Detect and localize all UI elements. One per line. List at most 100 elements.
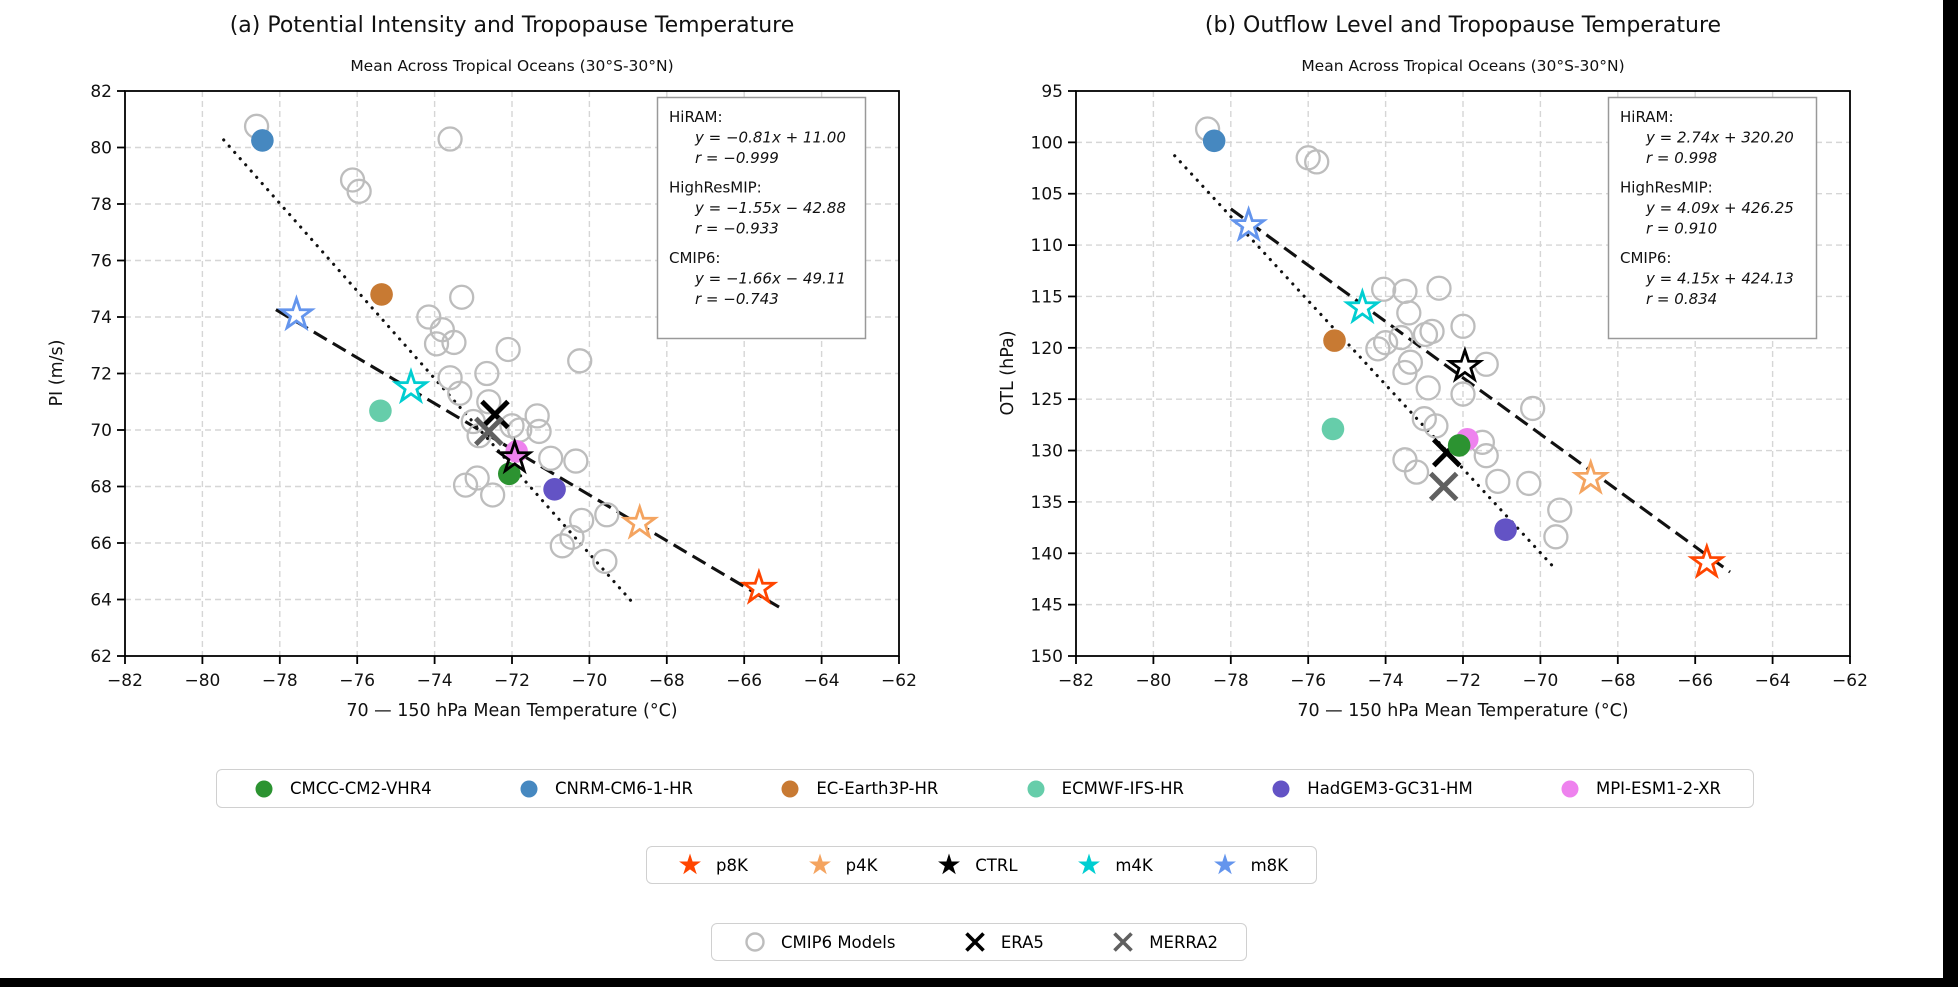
y-tick-label: 150 bbox=[1031, 647, 1063, 667]
stats-fit-r: r = 0.910 bbox=[1646, 220, 1717, 238]
y-tick-label: 130 bbox=[1031, 442, 1063, 462]
star-filled-icon bbox=[1213, 853, 1236, 875]
experiment-star-m8K bbox=[276, 294, 316, 332]
x-tick-label: −82 bbox=[107, 671, 143, 691]
circle-filled-icon bbox=[1561, 780, 1579, 797]
cmip6-model-point bbox=[1473, 443, 1499, 469]
legend-item-era5: ERA5 bbox=[960, 929, 1044, 955]
model-point-CNRM-CM6-1-HR bbox=[1202, 129, 1226, 153]
cmip6-model-point bbox=[1415, 375, 1441, 401]
cmip6-model-point bbox=[474, 360, 500, 387]
panel-a-xaxis-label: 70 — 150 hPa Mean Temperature (°C) bbox=[346, 701, 677, 721]
cmip6-model-point bbox=[1426, 275, 1452, 301]
experiment-star-CTRL bbox=[1445, 345, 1485, 383]
stats-fit-name: HighResMIP: bbox=[669, 179, 762, 197]
legend-item-cmcc-cm2-vhr4: CMCC-CM2-VHR4 bbox=[249, 776, 432, 802]
cmip6-model-point bbox=[1365, 336, 1391, 362]
cmip6-model-point bbox=[1543, 524, 1569, 550]
cmip6-model-point bbox=[1419, 318, 1445, 345]
cmip6-model-point bbox=[538, 445, 564, 471]
circle-open-icon bbox=[745, 932, 765, 952]
stats-fit-r: r = −0.933 bbox=[695, 220, 779, 238]
fit-line-HiRAM bbox=[1229, 207, 1731, 574]
legend-experiments: p8K p4K CTRL m4K m8K bbox=[646, 846, 1317, 884]
circle-filled-icon bbox=[1027, 780, 1045, 797]
x-tick-label: −62 bbox=[881, 671, 917, 691]
stats-fit-name: CMIP6: bbox=[669, 249, 720, 267]
legend-label: CTRL bbox=[975, 855, 1018, 875]
x-tick-label: −76 bbox=[339, 671, 375, 691]
cmip6-model-point bbox=[476, 389, 502, 415]
stats-box bbox=[1607, 96, 1818, 340]
y-tick-label: 105 bbox=[1031, 185, 1063, 205]
model-point-CMCC-CM2-VHR4 bbox=[497, 462, 521, 486]
panel-a-plot-area: −82 −80 −78 −76 −74 −72 −70 −68 −66 −64 −62 82 80 78 7… bbox=[90, 82, 917, 691]
legend-item-merra2: MERRA2 bbox=[1108, 929, 1218, 955]
legend-label: p4K bbox=[845, 855, 878, 875]
panel-b-yaxis-label: OTL (hPa) bbox=[998, 330, 1018, 415]
legend-item-ctrl: CTRL bbox=[934, 852, 1018, 878]
panel-a-subtitle: Mean Across Tropical Oceans (30°S-30°N) bbox=[350, 57, 673, 75]
cmip6-model-point bbox=[1450, 313, 1476, 339]
x-tick-label: −70 bbox=[571, 671, 607, 691]
cmip6-model-point bbox=[567, 348, 593, 374]
y-tick-label: 66 bbox=[90, 534, 112, 554]
y-tick-label: 135 bbox=[1031, 493, 1063, 513]
y-tick-label: 78 bbox=[90, 195, 112, 215]
cmip6-model-point bbox=[346, 178, 372, 204]
legend-label: ECMWF-IFS-HR bbox=[1061, 779, 1184, 798]
y-tick-label: 76 bbox=[90, 252, 112, 272]
panel-b-xaxis-label: 70 — 150 hPa Mean Temperature (°C) bbox=[1297, 701, 1628, 721]
legend-item-m4k: m4K bbox=[1074, 852, 1153, 878]
stats-fit-name: HighResMIP: bbox=[1620, 179, 1713, 197]
stats-fit-r: r = −0.743 bbox=[695, 290, 779, 308]
model-point-CNRM-CM6-1-HR bbox=[251, 129, 274, 152]
cmip6-model-point bbox=[441, 329, 467, 356]
circle-filled-icon bbox=[781, 780, 799, 797]
x-tick-label: −78 bbox=[1213, 671, 1249, 691]
stats-fit-equation: y = 4.15x + 424.13 bbox=[1645, 270, 1794, 288]
cmip6-model-point bbox=[447, 380, 473, 406]
stats-fit-equation: y = 4.09x + 426.25 bbox=[1645, 199, 1794, 217]
cmip6-model-point bbox=[594, 502, 620, 528]
stats-fit-r: r = −0.999 bbox=[695, 149, 779, 167]
experiment-star-p8K bbox=[739, 567, 779, 605]
y-tick-label: 95 bbox=[1041, 82, 1063, 102]
x-tick-label: −72 bbox=[1445, 671, 1481, 691]
cmip6-model-point bbox=[437, 126, 463, 152]
panel-b-plot-area: −82 −80 −78 −76 −74 −72 −70 −68 −66 −64 −62 95 100 10… bbox=[1031, 82, 1868, 691]
legend-item-p4k: p4K bbox=[805, 852, 878, 878]
cmip6-model-point bbox=[452, 472, 479, 498]
x-tick-label: −82 bbox=[1058, 671, 1094, 691]
model-point-EC-Earth3P-HR bbox=[370, 283, 393, 306]
legend-reference: CMIP6 Models ERA5 MERRA2 bbox=[711, 923, 1247, 961]
x-icon bbox=[965, 932, 985, 952]
cmip6-model-point bbox=[524, 403, 550, 429]
model-point-CMCC-CM2-VHR4 bbox=[1447, 434, 1471, 457]
stats-fit-equation: y = −1.55x − 42.88 bbox=[694, 199, 846, 217]
x-tick-label: −68 bbox=[649, 671, 685, 691]
cmip6-model-point bbox=[1423, 413, 1449, 439]
panel-a-yaxis-label: PI (m/s) bbox=[47, 340, 67, 407]
y-tick-label: 62 bbox=[90, 647, 112, 667]
stats-fit-equation: y = 2.74x + 320.20 bbox=[1645, 129, 1794, 147]
panel-b-subtitle: Mean Across Tropical Oceans (30°S-30°N) bbox=[1301, 57, 1624, 75]
cmip6-model-point bbox=[1547, 497, 1573, 523]
star-filled-icon bbox=[679, 853, 701, 875]
experiment-star-m4K bbox=[391, 367, 431, 405]
model-point-ECMWF-IFS-HR bbox=[1321, 417, 1345, 441]
stats-fit-name: HiRAM: bbox=[1620, 108, 1674, 126]
era5-x-marker bbox=[480, 399, 510, 430]
legend-label: MPI-ESM1-2-XR bbox=[1595, 779, 1721, 798]
y-tick-label: 140 bbox=[1031, 544, 1063, 564]
x-tick-label: −80 bbox=[184, 671, 220, 691]
legend-item-cnrm-cm6-1-hr: CNRM-CM6-1-HR bbox=[514, 776, 693, 802]
circle-filled-icon bbox=[255, 780, 273, 797]
legend-item-ec-earth3p-hr: EC-Earth3P-HR bbox=[775, 776, 938, 802]
y-tick-label: 70 bbox=[90, 421, 112, 441]
legend-label: m4K bbox=[1115, 855, 1153, 875]
model-point-HadGEM3-GC31-HM bbox=[1494, 518, 1517, 541]
cmip6-model-point bbox=[495, 336, 521, 363]
legend-item-p8k: p8K bbox=[675, 852, 748, 878]
y-tick-label: 120 bbox=[1031, 339, 1063, 359]
